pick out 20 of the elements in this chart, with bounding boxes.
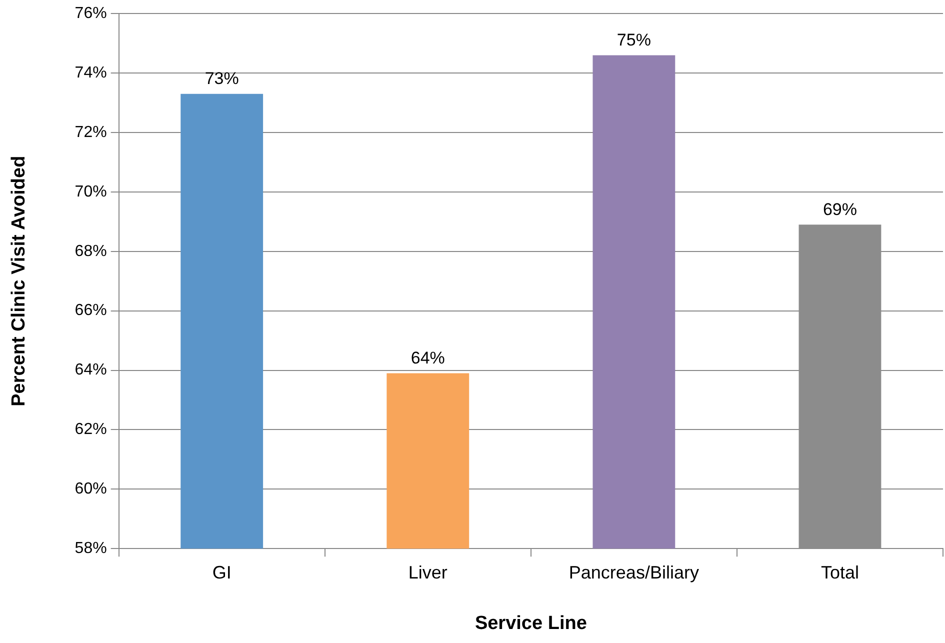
- y-tick-label: 70%: [74, 183, 107, 200]
- y-tick-label: 72%: [74, 124, 107, 141]
- x-tick-label: Liver: [408, 562, 448, 582]
- y-tick-label: 62%: [74, 421, 107, 438]
- x-axis-title: Service Line: [474, 612, 587, 634]
- y-tick-label: 64%: [74, 362, 107, 379]
- y-tick-label: 74%: [74, 64, 107, 82]
- y-tick-label: 58%: [74, 540, 107, 558]
- x-tick-label: GI: [212, 562, 232, 582]
- y-axis-title: Percent Clinic Visit Avoided: [8, 156, 30, 406]
- y-tick-label: 66%: [74, 302, 107, 320]
- data-label: 75%: [616, 30, 651, 50]
- y-tick-label: 76%: [74, 5, 107, 22]
- x-tick-label: Pancreas/Biliary: [568, 562, 699, 582]
- data-label: 69%: [822, 200, 857, 219]
- x-tick-label: Total: [820, 562, 859, 582]
- y-tick-label: 68%: [74, 242, 107, 260]
- y-tick-label: 60%: [74, 480, 107, 498]
- data-label: 73%: [204, 69, 239, 88]
- data-label: 64%: [410, 348, 445, 368]
